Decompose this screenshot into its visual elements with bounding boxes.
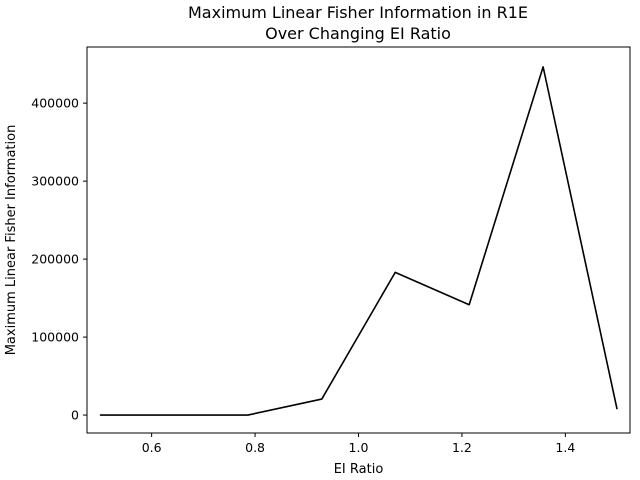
y-tick-label: 0: [71, 408, 79, 423]
chart-title: Maximum Linear Fisher Information in R1E…: [188, 3, 528, 43]
y-tick-label: 400000: [31, 96, 79, 111]
y-tick-label: 300000: [31, 174, 79, 189]
x-axis-label: EI Ratio: [334, 462, 384, 477]
x-tick-label: 0.8: [245, 440, 265, 455]
y-axis-label: Maximum Linear Fisher Information: [4, 125, 19, 356]
x-axis-ticks: 0.6 0.8 1.0 1.2 1.4: [142, 433, 575, 455]
x-tick-label: 1.4: [555, 440, 575, 455]
chart-title-line-2: Over Changing EI Ratio: [265, 24, 451, 43]
x-tick-label: 1.0: [349, 440, 369, 455]
chart-title-line-1: Maximum Linear Fisher Information in R1E: [188, 3, 528, 22]
series-group: [99, 66, 618, 416]
series-line-0: [99, 66, 618, 416]
axes-frame: [86, 46, 631, 434]
y-tick-label: 100000: [31, 330, 79, 345]
x-tick-label: 1.2: [452, 440, 472, 455]
x-tick-label: 0.6: [142, 440, 162, 455]
y-tick-label: 200000: [31, 252, 79, 267]
y-axis-ticks: 0 100000 200000 300000 400000: [31, 96, 87, 423]
